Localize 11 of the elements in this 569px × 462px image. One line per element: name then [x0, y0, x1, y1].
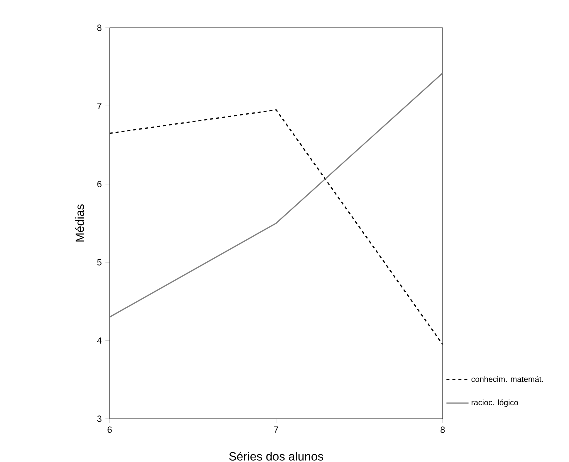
- y-tick-label: 7: [98, 103, 102, 110]
- y-tick-label: 3: [97, 416, 102, 422]
- x-tick-label: 6: [108, 426, 112, 434]
- y-axis-title: Médias: [75, 204, 84, 242]
- x-axis-title: Séries dos alunos: [229, 452, 324, 461]
- y-tick-label: 4: [97, 338, 102, 344]
- x-tick-label: 8: [440, 426, 445, 434]
- y-tick-label: 6: [98, 181, 102, 188]
- y-tick-label: 8: [98, 24, 102, 32]
- y-tick-label: 5: [98, 259, 102, 266]
- x-tick-label: 7: [274, 426, 278, 433]
